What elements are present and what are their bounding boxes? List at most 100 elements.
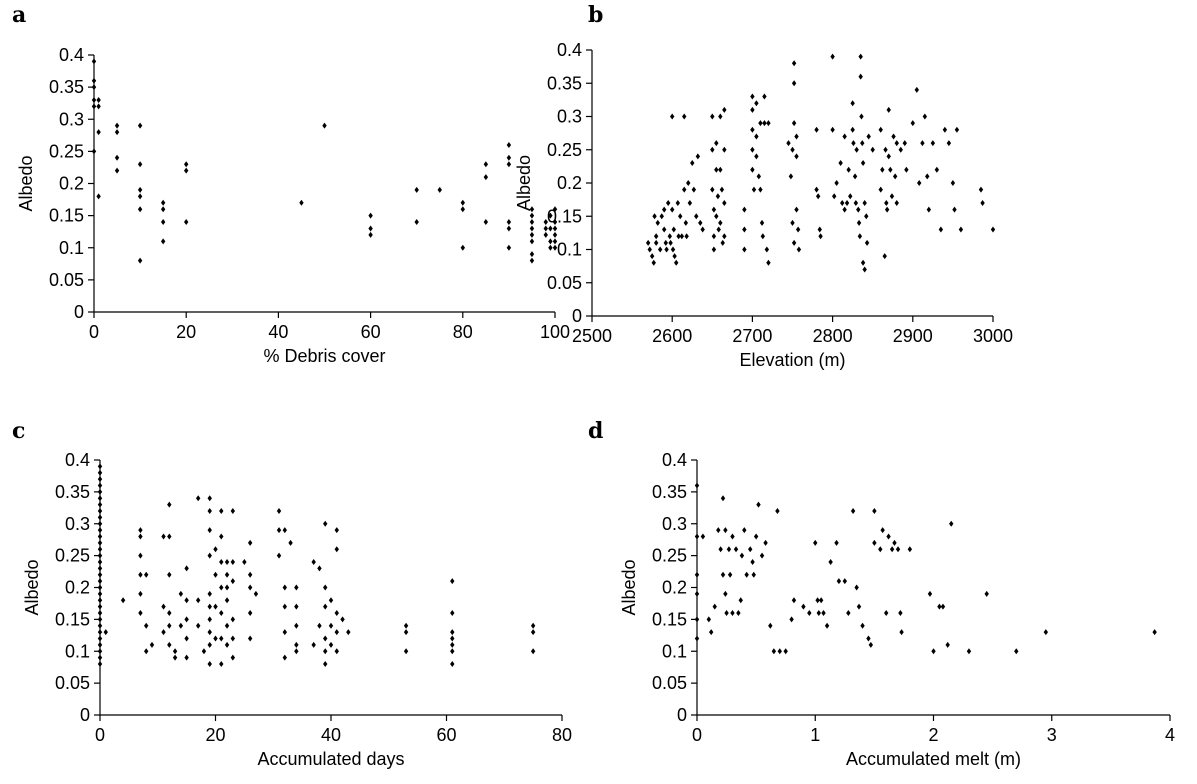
data-point — [161, 533, 166, 540]
data-point — [138, 527, 143, 534]
data-point — [529, 257, 535, 264]
data-point — [311, 559, 316, 565]
y-tick-label: 0.3 — [557, 107, 582, 127]
x-tick-label: 60 — [361, 322, 381, 342]
data-point — [207, 552, 212, 559]
data-point — [97, 488, 103, 495]
data-point — [346, 629, 351, 636]
data-point — [889, 193, 895, 200]
data-point — [958, 226, 964, 233]
data-point — [137, 186, 143, 193]
data-point — [340, 616, 345, 623]
data-point — [652, 213, 657, 220]
x-tick-label: 80 — [552, 725, 572, 745]
data-point — [207, 629, 212, 636]
x-tick-label: 2600 — [652, 326, 692, 346]
data-point — [694, 482, 700, 489]
data-point — [730, 610, 735, 616]
data-point — [710, 146, 715, 153]
y-tick-label: 0.2 — [557, 173, 582, 193]
data-point — [207, 661, 212, 667]
data-point — [858, 53, 863, 60]
data-point — [548, 225, 553, 232]
data-point — [754, 153, 759, 160]
data-point — [694, 213, 699, 220]
data-point — [679, 233, 685, 240]
data-point — [294, 622, 299, 629]
data-point — [670, 113, 675, 120]
data-point — [716, 226, 721, 233]
data-point — [724, 610, 729, 616]
data-point — [230, 654, 236, 661]
data-point — [224, 597, 230, 604]
data-point — [790, 146, 795, 153]
data-point — [868, 641, 874, 648]
data-point — [766, 120, 771, 127]
data-point — [195, 622, 201, 629]
data-point — [282, 527, 287, 534]
data-point — [328, 641, 334, 648]
x-tick-label: 2500 — [572, 326, 612, 346]
x-tick-label: 20 — [205, 725, 225, 745]
data-point — [814, 186, 819, 193]
data-point — [97, 629, 103, 636]
data-point — [854, 584, 859, 591]
data-point — [860, 160, 866, 167]
y-tick-label: 0.35 — [49, 77, 84, 97]
data-point — [719, 186, 725, 193]
y-tick-label: 0.1 — [65, 641, 90, 661]
data-point — [744, 571, 749, 578]
x-tick-label: 1 — [810, 725, 820, 745]
data-point — [850, 508, 856, 514]
panel-letter: c — [12, 418, 25, 444]
data-point — [219, 661, 224, 667]
data-point — [754, 133, 759, 140]
data-point — [91, 77, 97, 84]
data-point — [895, 546, 901, 553]
data-point — [144, 622, 149, 629]
y-tick-label: 0.25 — [652, 546, 687, 566]
data-point — [247, 571, 253, 578]
data-point — [788, 173, 794, 180]
data-point — [670, 206, 675, 213]
data-point — [922, 113, 928, 120]
y-tick-label: 0.1 — [662, 641, 687, 661]
data-point — [860, 140, 865, 147]
x-axis-label: Accumulated melt (m) — [846, 749, 1021, 769]
data-point — [723, 590, 728, 597]
y-tick-label: 0.05 — [547, 273, 582, 293]
data-point — [758, 120, 763, 127]
data-point — [276, 552, 282, 559]
data-point — [742, 527, 747, 534]
data-point — [750, 126, 755, 133]
data-point — [930, 140, 936, 147]
data-point — [694, 616, 700, 623]
x-tick-label: 2900 — [893, 326, 933, 346]
data-point — [722, 146, 727, 153]
data-point — [980, 199, 985, 206]
data-point — [651, 259, 656, 266]
x-tick-label: 80 — [453, 322, 473, 342]
data-point — [506, 154, 512, 161]
data-point — [323, 648, 328, 655]
data-point — [334, 629, 339, 636]
y-tick-label: 0.4 — [59, 45, 84, 65]
data-point — [138, 533, 143, 540]
data-point — [230, 578, 236, 585]
data-point — [97, 622, 103, 629]
data-point — [794, 133, 799, 140]
y-tick-label: 0.25 — [547, 140, 582, 160]
data-point — [97, 616, 103, 623]
data-point — [700, 226, 705, 233]
data-point — [884, 199, 889, 206]
data-point — [866, 635, 871, 642]
data-point — [791, 80, 797, 87]
data-point — [950, 180, 956, 186]
data-point — [103, 629, 108, 636]
data-point — [207, 527, 212, 534]
data-point — [850, 100, 855, 107]
data-point — [160, 199, 166, 206]
data-point — [483, 219, 489, 226]
data-point — [817, 226, 822, 233]
data-point — [907, 546, 913, 553]
